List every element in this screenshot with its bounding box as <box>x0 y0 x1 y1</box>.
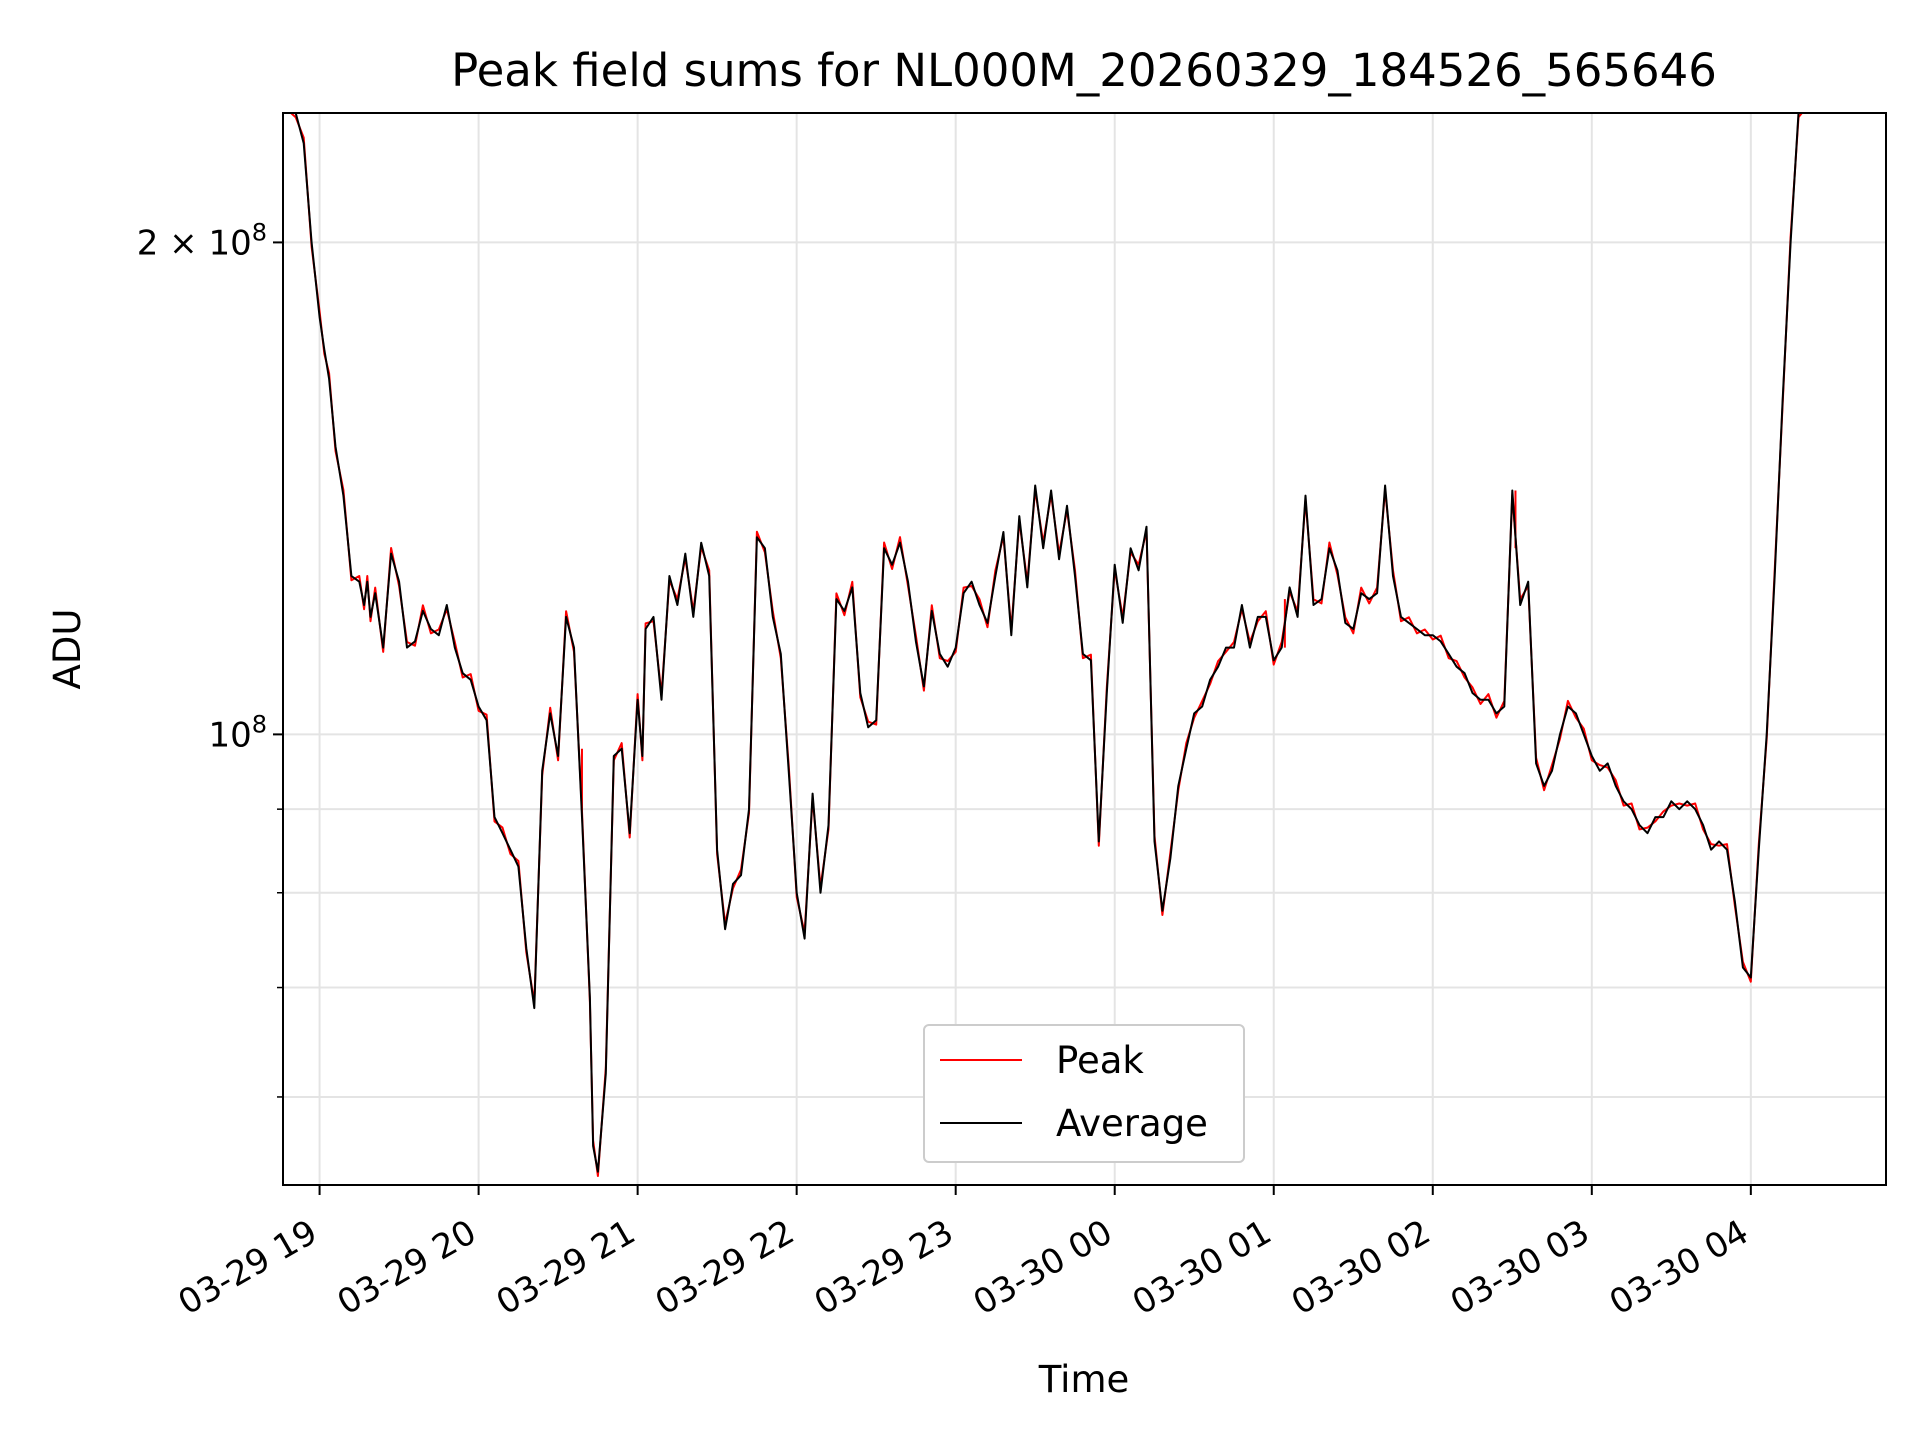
y-axis-ticks: 2 × 108 108 <box>137 218 283 1098</box>
y-axis-label: ADU <box>46 609 89 690</box>
y-tick-label: 2 × 108 <box>137 218 267 263</box>
x-axis-ticks: 03-29 19 03-29 20 03-29 21 03-29 22 03-29 23… <box>172 1185 1755 1323</box>
x-tick-label: 03-29 22 <box>649 1212 801 1323</box>
x-tick-label: 03-29 23 <box>808 1212 960 1323</box>
legend-peak-label: Peak <box>1056 1039 1144 1082</box>
x-tick-label: 03-30 01 <box>1126 1212 1278 1323</box>
x-tick-label: 03-30 03 <box>1444 1212 1596 1323</box>
x-tick-label: 03-30 04 <box>1603 1212 1755 1323</box>
y-tick-label: 108 <box>208 710 267 755</box>
x-tick-label: 03-29 19 <box>172 1212 324 1323</box>
series-line-average <box>284 113 1807 1173</box>
series-layer <box>284 113 1807 1177</box>
x-axis-label: Time <box>1038 1358 1130 1401</box>
x-tick-label: 03-30 02 <box>1285 1212 1437 1323</box>
x-tick-label: 03-30 00 <box>967 1212 1119 1323</box>
legend: Peak Average <box>923 1024 1245 1163</box>
legend-average-label: Average <box>1056 1102 1208 1145</box>
chart-title: Peak field sums for NL000M_20260329_1845… <box>451 44 1717 97</box>
series-line-peak <box>289 113 1804 1177</box>
x-tick-label: 03-29 20 <box>331 1212 483 1323</box>
x-tick-label: 03-29 21 <box>490 1212 642 1323</box>
plot-frame <box>282 112 1887 1186</box>
